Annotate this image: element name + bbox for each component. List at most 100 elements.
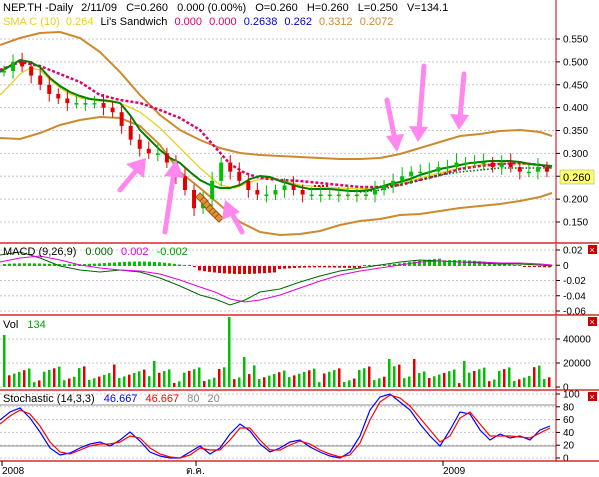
signal-marker: [214, 213, 224, 223]
volume-bar: [343, 382, 346, 387]
volume-bar: [403, 378, 406, 387]
macd-hist-bar: [198, 266, 201, 271]
macd-hist-bar: [203, 266, 206, 272]
volume-bar: [43, 371, 46, 387]
candle-body: [264, 194, 269, 197]
macd-hist-bar: [468, 260, 471, 266]
macd-y-axis: 0.02 0 -0.02 -0.04 -0.06: [556, 246, 586, 318]
macd-hist-bar: [148, 261, 151, 266]
volume-bar: [393, 366, 396, 387]
volume-bar: [463, 361, 466, 387]
candle-body: [11, 61, 16, 72]
stochastic-tick-label: 20: [563, 441, 575, 452]
candle-body: [526, 171, 531, 174]
macd-hist-bar: [133, 261, 136, 266]
macd-hist-bar: [498, 263, 501, 266]
macd-hist-bar: [258, 266, 261, 274]
price-panel: 0.5500.5000.4500.4000.3500.3000.2500.200…: [0, 0, 595, 243]
volume-bar: [263, 377, 266, 387]
stochastic-lower-value: 20: [208, 393, 220, 405]
volume-bar: [258, 379, 261, 387]
candle-body: [137, 139, 142, 149]
macd-legend: MACD (9,26,9) 0.000 0.002 -0.002: [3, 246, 188, 258]
macd-tick-label: -0.02: [563, 276, 586, 287]
last-price-value: 0.260: [563, 172, 591, 184]
candle-body: [119, 112, 124, 126]
candle-body: [427, 171, 432, 174]
volume-bar: [243, 357, 246, 387]
volume-bar: [318, 382, 321, 387]
volume-bar: [413, 359, 416, 387]
macd-hist-bar: [248, 266, 251, 274]
macd-hist-bar: [113, 262, 116, 266]
volume-bar: [283, 370, 286, 387]
macd-hist-bar: [293, 266, 296, 269]
volume-close-icon: ×: [590, 317, 595, 327]
macd-hist-value: -0.002: [157, 246, 188, 258]
price-gridlines: [0, 38, 556, 223]
volume-bar: [488, 381, 491, 387]
macd-hist-bar: [93, 263, 96, 266]
volume-bar: [428, 378, 431, 387]
macd-panel: 0.02 0 -0.02 -0.04 -0.06 MACD (9,26,9) 0.000…: [0, 244, 597, 318]
macd-histogram: [3, 258, 551, 275]
candle-body: [463, 162, 468, 165]
macd-hist-bar: [338, 266, 341, 268]
volume-bar: [148, 376, 151, 387]
volume-bar: [353, 378, 356, 387]
price-tick-label: 0.350: [563, 126, 588, 137]
macd-hist-bar: [473, 260, 476, 266]
sandwich-value-4: 0.262: [284, 16, 312, 28]
macd-hist-bar: [153, 261, 156, 266]
volume-bar: [548, 377, 551, 387]
macd-hist-bar: [178, 264, 181, 266]
macd-hist-bar: [298, 266, 301, 268]
candle-body: [128, 125, 133, 140]
macd-plot-area[interactable]: [0, 244, 556, 315]
volume-bar: [208, 379, 211, 387]
candle-body: [291, 185, 296, 190]
volume-bar: [123, 376, 126, 387]
macd-hist-bar: [483, 261, 486, 266]
candle-body: [544, 167, 549, 172]
macd-hist-bar: [388, 264, 391, 266]
volume-bar: [523, 377, 526, 387]
macd-hist-bar: [533, 266, 536, 267]
volume-y-axis: 40000 20000 0: [556, 335, 591, 394]
macd-hist-bar: [313, 266, 316, 268]
macd-hist-bar: [18, 263, 21, 266]
candle-body: [182, 176, 187, 190]
volume-bar: [218, 369, 221, 387]
volume-bar: [118, 378, 121, 387]
signal-markers: [195, 192, 224, 223]
candle-body: [146, 148, 151, 154]
stochastic-tick-label: 60: [563, 415, 575, 426]
candle-body: [309, 194, 314, 197]
volume-close-button[interactable]: [588, 317, 597, 326]
volume-bar: [328, 371, 331, 387]
sandwich-legend-label: Li's Sandwich: [101, 16, 168, 28]
macd-close-button[interactable]: [588, 245, 597, 254]
macd-hist-bar: [423, 260, 426, 266]
date-label: 2/11/09: [81, 2, 117, 14]
candle-body: [246, 180, 251, 190]
stochastic-legend: Stochastic (14,3,3) 46.667 46.667 80 20: [3, 393, 220, 405]
macd-hist-bar: [58, 264, 61, 266]
macd-hist-bar: [88, 263, 91, 266]
stochastic-d-line: [0, 394, 551, 459]
volume-bar: [543, 379, 546, 387]
candle-body: [373, 189, 378, 195]
volume-bar: [63, 380, 66, 387]
volume-bar: [158, 372, 161, 387]
volume-bar: [408, 376, 411, 387]
macd-hist-bar: [528, 266, 531, 267]
volume-bar: [398, 364, 401, 387]
sandwich-value-2: 0.000: [209, 16, 237, 28]
volume-bar: [508, 367, 511, 387]
stochastic-close-button[interactable]: [588, 392, 597, 401]
macd-hist-bar: [183, 265, 186, 266]
macd-hist-bar: [33, 263, 36, 266]
macd-hist-bar: [418, 260, 421, 266]
macd-hist-bar: [453, 260, 456, 266]
